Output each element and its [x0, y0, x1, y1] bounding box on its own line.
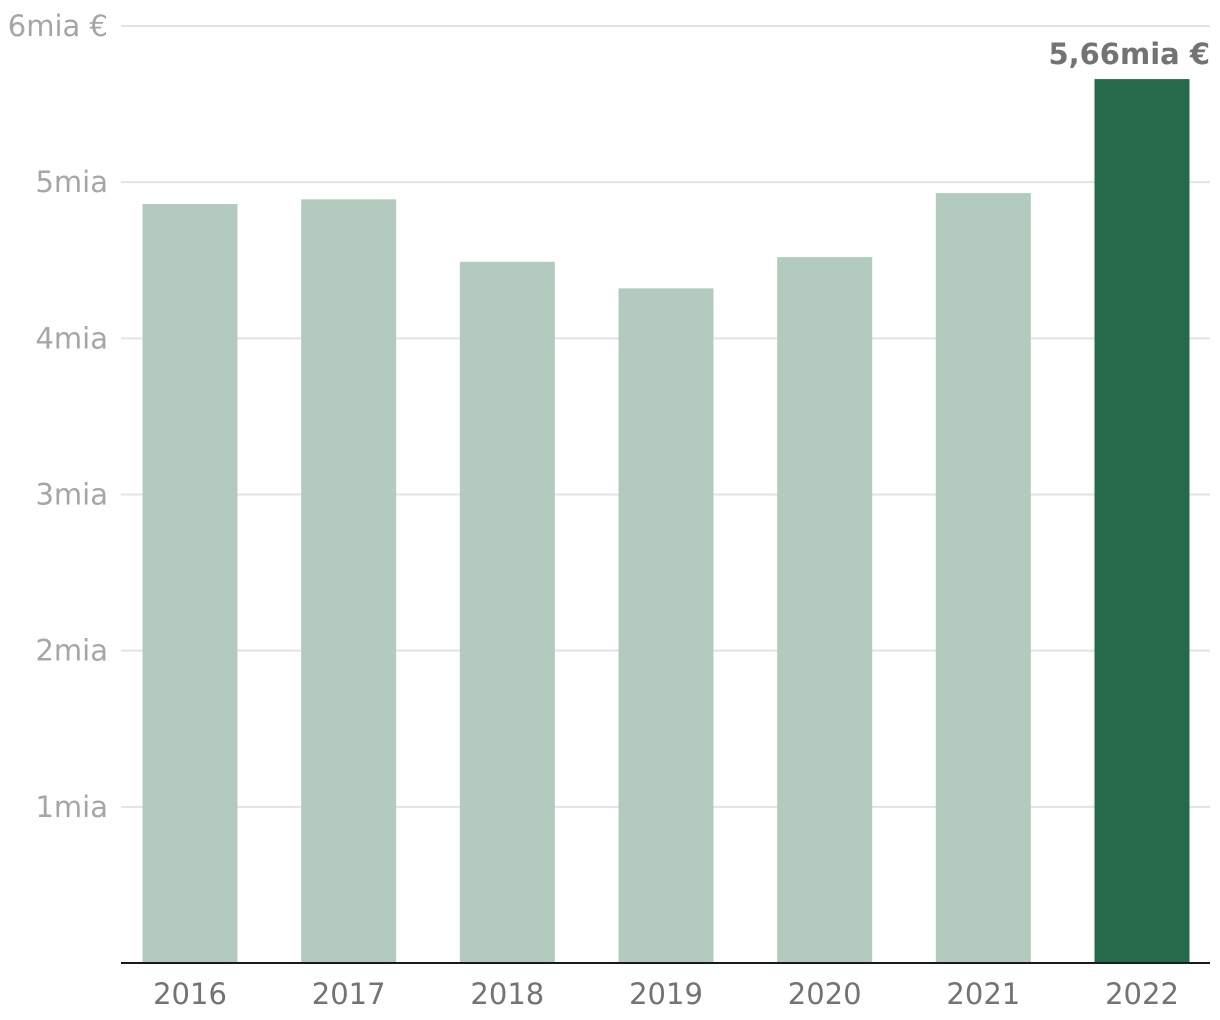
x-tick-label: 2020: [788, 977, 862, 1011]
x-tick-label: 2019: [629, 977, 703, 1011]
bar-2021: [935, 193, 1031, 963]
y-tick-label: 6mia €: [8, 9, 108, 43]
x-tick-label: 2018: [470, 977, 544, 1011]
x-tick-label: 2021: [946, 977, 1020, 1011]
y-tick-label: 5mia: [35, 165, 108, 199]
x-tick-label: 2017: [312, 977, 386, 1011]
bar-2022: [1094, 79, 1190, 963]
bar-2016: [142, 204, 238, 963]
y-tick-label: 2mia: [35, 634, 108, 668]
highlight-value-label: 5,66mia €: [1048, 37, 1210, 71]
bar-2018: [459, 261, 555, 964]
bar-2019: [618, 288, 714, 963]
y-axis-ticks: 1mia 2mia 3mia 4mia 5mia 6mia €: [8, 9, 108, 824]
y-tick-label: 4mia: [35, 321, 108, 355]
bar-2017: [301, 199, 397, 964]
y-tick-label: 1mia: [35, 790, 108, 824]
bar-2020: [777, 257, 873, 963]
bars: [142, 79, 1190, 964]
x-tick-label: 2016: [153, 977, 227, 1011]
y-tick-label: 3mia: [35, 478, 108, 512]
x-axis-ticks: 2016 2017 2018 2019 2020 2021 2022: [153, 977, 1179, 1011]
x-tick-label: 2022: [1105, 977, 1179, 1011]
